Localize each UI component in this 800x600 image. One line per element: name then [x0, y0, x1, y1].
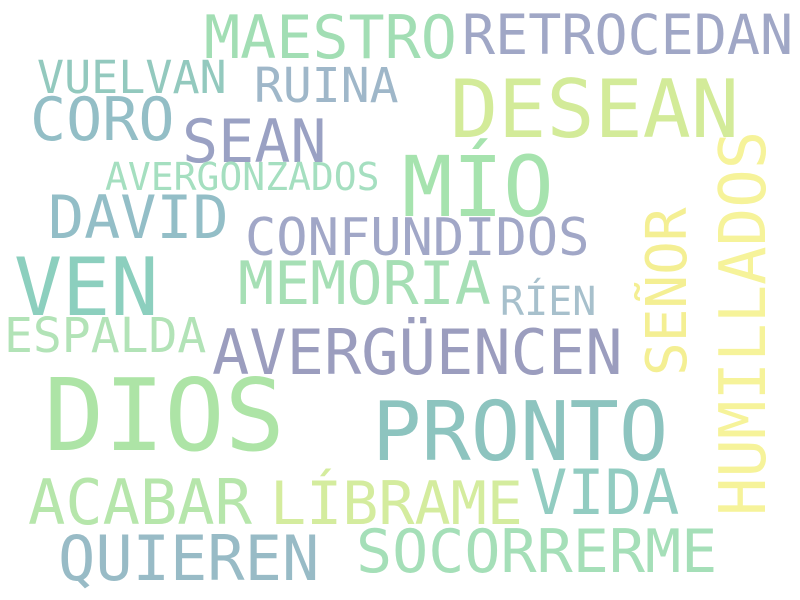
word-mio: MÍO [402, 138, 554, 236]
word-vuelvan: VUELVAN [37, 51, 227, 104]
word-confundidos: CONFUNDIDOS [245, 208, 590, 268]
word-retrocedan: RETROCEDAN [462, 3, 794, 67]
word-memoria: MEMORIA [238, 249, 491, 319]
word-espalda: ESPALDA [4, 308, 207, 364]
word-desean: DESEAN [450, 63, 739, 156]
word-dios: DIOS [44, 357, 285, 474]
word-librame: LÍBRAME [270, 469, 523, 539]
word-quieren: QUIEREN [58, 522, 320, 595]
word-socorrerme: SOCORRERME [356, 517, 718, 587]
word-maestro: MAESTRO [204, 3, 457, 73]
word-humillados: HUMILLADOS [707, 130, 781, 516]
word-sean: SEAN [182, 107, 327, 177]
word-acabar: ACABAR [28, 466, 252, 539]
word-ruina: RUINA [254, 58, 399, 114]
word-coro: CORO [30, 85, 175, 155]
word-david: DAVID [48, 183, 229, 253]
word-senor: SEÑOR [635, 207, 700, 376]
word-pronto: PRONTO [372, 385, 669, 480]
word-averguencen: AVERGÜENCEN [212, 316, 623, 389]
word-rien: RÍEN [500, 279, 597, 325]
word-vida: VIDA [530, 456, 680, 529]
word-ven: VEN [14, 241, 159, 334]
word-avergonzados: AVERGONZADOS [105, 155, 380, 199]
